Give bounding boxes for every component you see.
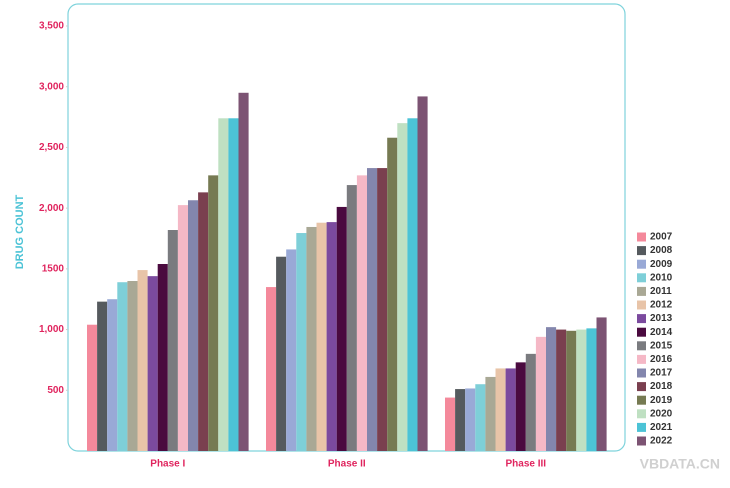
bar bbox=[356, 175, 367, 451]
legend-swatch bbox=[637, 341, 646, 351]
y-tick-label: 3,500 bbox=[39, 21, 64, 32]
bar bbox=[306, 226, 317, 451]
legend-swatch bbox=[637, 246, 646, 256]
x-tick-label: Phase II bbox=[328, 459, 366, 470]
legend-label: 2019 bbox=[650, 395, 673, 406]
x-tick-label: Phase III bbox=[506, 459, 547, 470]
y-axis-label: DRUG COUNT bbox=[14, 194, 26, 269]
watermark: VBDATA.CN bbox=[640, 456, 720, 472]
bar bbox=[546, 327, 557, 451]
legend-label: 2020 bbox=[650, 408, 673, 419]
legend-swatch bbox=[637, 273, 646, 283]
bar bbox=[117, 282, 128, 451]
bar bbox=[147, 276, 158, 451]
bar bbox=[326, 222, 337, 451]
bar bbox=[336, 206, 347, 451]
bar bbox=[455, 389, 466, 451]
bar bbox=[137, 270, 148, 451]
legend-swatch bbox=[637, 354, 646, 364]
legend-label: 2008 bbox=[650, 245, 673, 256]
legend-swatch bbox=[637, 259, 646, 269]
legend-swatch bbox=[637, 368, 646, 378]
legend-swatch bbox=[637, 300, 646, 310]
bar bbox=[198, 192, 209, 451]
bar bbox=[515, 362, 526, 451]
bar bbox=[286, 249, 297, 451]
legend-swatch bbox=[637, 314, 646, 324]
legend-label: 2013 bbox=[650, 313, 673, 324]
bar bbox=[397, 123, 408, 452]
legend-swatch bbox=[637, 232, 646, 242]
bar bbox=[596, 317, 607, 451]
bar bbox=[535, 336, 546, 451]
legend-swatch bbox=[637, 395, 646, 405]
bar bbox=[445, 397, 456, 451]
bar bbox=[346, 185, 357, 452]
legend-label: 2011 bbox=[650, 286, 672, 297]
bar bbox=[417, 96, 428, 451]
legend-swatch bbox=[637, 327, 646, 337]
legend-label: 2018 bbox=[650, 381, 673, 392]
bar bbox=[188, 200, 199, 451]
legend-label: 2016 bbox=[650, 354, 673, 365]
bar bbox=[218, 118, 229, 452]
bar bbox=[276, 256, 287, 451]
y-tick-label: 2,500 bbox=[39, 142, 64, 153]
legend-swatch bbox=[637, 436, 646, 446]
bar bbox=[97, 301, 108, 451]
bar bbox=[377, 168, 388, 452]
bar bbox=[556, 329, 567, 451]
bar bbox=[387, 137, 398, 451]
bar bbox=[177, 205, 188, 451]
bar bbox=[505, 368, 516, 451]
legend-label: 2017 bbox=[650, 368, 673, 379]
bar bbox=[495, 368, 506, 451]
legend-swatch bbox=[637, 286, 646, 296]
bar bbox=[87, 324, 98, 451]
legend-label: 2010 bbox=[650, 272, 673, 283]
y-tick-label: 2,000 bbox=[39, 203, 64, 214]
bar bbox=[127, 281, 138, 451]
legend-label: 2014 bbox=[650, 327, 673, 338]
y-tick-label: 3,000 bbox=[39, 81, 64, 92]
y-tick-label: 500 bbox=[47, 385, 64, 396]
bar bbox=[208, 175, 219, 451]
bar bbox=[107, 299, 118, 451]
legend-label: 2022 bbox=[650, 436, 673, 447]
legend-label: 2012 bbox=[650, 300, 673, 311]
legend-label: 2021 bbox=[650, 422, 673, 433]
bar bbox=[367, 168, 378, 452]
bar bbox=[167, 230, 178, 451]
legend-swatch bbox=[637, 409, 646, 419]
x-tick-label: Phase I bbox=[150, 459, 185, 470]
bar bbox=[485, 376, 496, 451]
bar bbox=[238, 92, 249, 452]
bar bbox=[566, 330, 577, 451]
legend-swatch bbox=[637, 422, 646, 432]
bar bbox=[228, 118, 239, 452]
legend-label: 2015 bbox=[650, 340, 673, 351]
bar bbox=[296, 233, 307, 451]
y-tick-label: 1,000 bbox=[39, 324, 64, 335]
legend-swatch bbox=[637, 382, 646, 392]
bar bbox=[157, 264, 168, 451]
bar bbox=[475, 384, 486, 451]
bar bbox=[407, 118, 418, 452]
bar bbox=[576, 329, 587, 451]
legend-label: 2009 bbox=[650, 259, 673, 270]
y-tick-label: 1500 bbox=[42, 263, 65, 274]
bar bbox=[525, 353, 536, 451]
bar bbox=[465, 388, 476, 451]
bar bbox=[586, 328, 597, 451]
legend-label: 2007 bbox=[650, 232, 673, 243]
bar bbox=[266, 287, 277, 451]
bar bbox=[316, 222, 327, 451]
